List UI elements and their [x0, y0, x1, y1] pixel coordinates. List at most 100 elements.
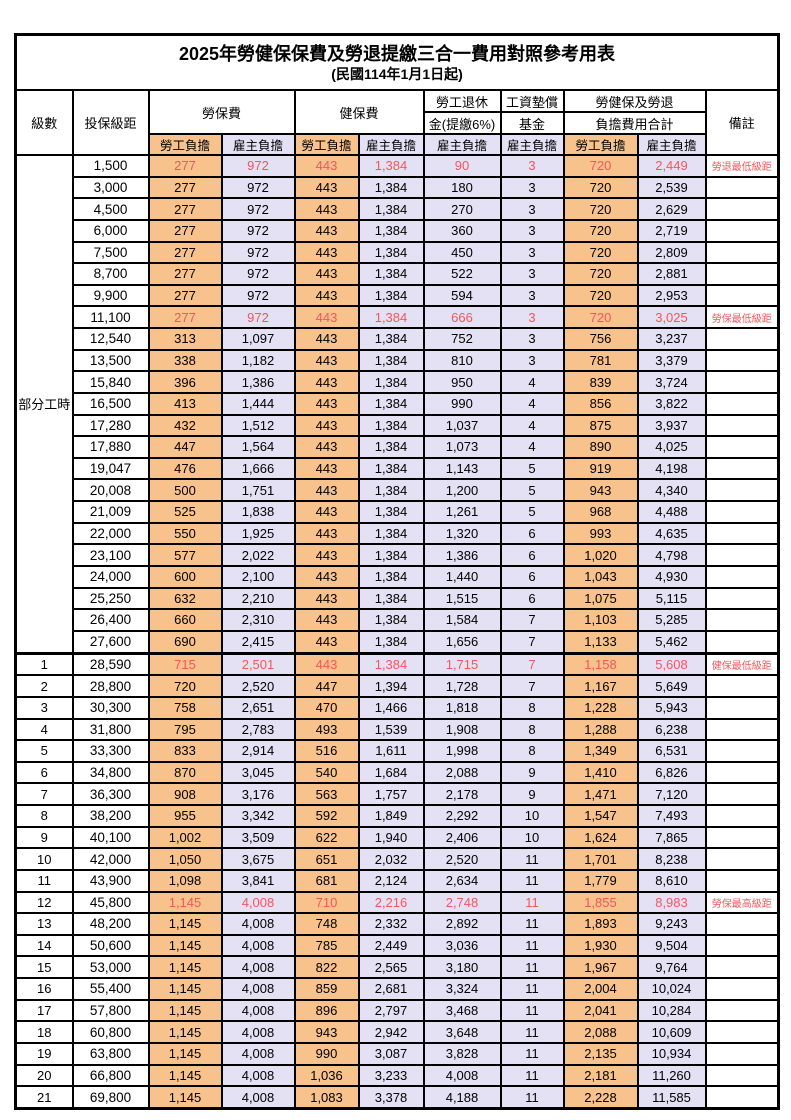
cell-remark: [704, 586, 780, 611]
cell-remark: [704, 695, 780, 720]
cell-wage-fund-employer: 7: [499, 629, 565, 655]
cell-wage-fund-employer: 7: [499, 608, 565, 632]
cell-bracket: 1,500: [71, 154, 150, 178]
cell-level: 14: [14, 933, 74, 958]
cell-labor-employer: 972: [220, 240, 296, 265]
cell-labor-employee: 313: [147, 327, 223, 351]
cell-bracket: 24,000: [71, 564, 150, 589]
cell-labor-employee: 432: [147, 413, 223, 438]
cell-total-employer: 4,340: [636, 478, 707, 502]
cell-wage-fund-employer: 8: [499, 717, 565, 742]
cell-pension-employer: 2,088: [422, 760, 502, 785]
table-row: 26,400 660 2,310 443 1,384 1,584 7 1,103 5,285: [16, 608, 780, 632]
cell-health-employee: 651: [293, 847, 360, 871]
cell-pension-employer: 1,386: [422, 543, 502, 567]
cell-pension-employer: 1,998: [422, 739, 502, 763]
cell-health-employer: 1,384: [357, 586, 425, 611]
cell-total-employee: 1,930: [562, 933, 639, 958]
cell-labor-employer: 4,008: [220, 890, 296, 915]
cell-health-employer: 2,124: [357, 868, 425, 893]
table-row: 21 69,800 1,145 4,008 1,083 3,378 4,188 11 2,228…: [14, 1085, 780, 1110]
cell-level: 1: [14, 651, 74, 677]
cell-pension-employer: 1,073: [422, 435, 502, 459]
cell-labor-employer: 2,415: [220, 629, 296, 655]
cell-pension-employer: 3,180: [422, 955, 502, 979]
cell-remark: [704, 760, 780, 785]
cell-remark: [704, 543, 780, 567]
cell-health-employer: 1,384: [357, 327, 425, 351]
cell-total-employee: 890: [562, 435, 639, 459]
cell-wage-fund-employer: 9: [499, 760, 565, 785]
cell-wage-fund-employer: 3: [499, 154, 565, 178]
table-row: 15 53,000 1,145 4,008 822 2,565 3,180 11 1,967 9,…: [14, 955, 780, 979]
cell-labor-employer: 4,008: [220, 912, 296, 936]
cell-remark: [704, 739, 780, 763]
cell-total-employee: 993: [562, 521, 639, 546]
cell-health-employee: 443: [293, 435, 360, 459]
cell-labor-employer: 2,783: [220, 717, 296, 742]
cell-health-employer: 2,332: [357, 912, 425, 936]
cell-labor-employee: 908: [147, 782, 223, 806]
cell-total-employee: 720: [562, 154, 639, 178]
cell-level: 3: [14, 695, 74, 720]
cell-labor-employee: 1,145: [147, 1085, 223, 1110]
cell-total-employee: 720: [562, 218, 639, 243]
cell-total-employer: 8,983: [636, 890, 707, 915]
cell-total-employer: 3,822: [636, 391, 707, 416]
cell-labor-employer: 1,838: [220, 500, 296, 524]
cell-pension-employer: 1,143: [422, 456, 502, 481]
cell-health-employee: 516: [293, 739, 360, 763]
cell-pension-employer: 2,406: [422, 825, 502, 850]
cell-health-employee: 443: [293, 478, 360, 502]
cell-health-employer: 1,384: [357, 456, 425, 481]
cell-labor-employer: 1,925: [220, 521, 296, 546]
cell-total-employee: 1,133: [562, 629, 639, 655]
cell-labor-employee: 550: [147, 521, 223, 546]
cell-health-employee: 443: [293, 240, 360, 265]
cell-level: 16: [14, 977, 74, 1001]
cell-total-employee: 1,228: [562, 695, 639, 720]
table-row: 4 31,800 795 2,783 493 1,539 1,908 8 1,288 6,238: [14, 717, 780, 742]
cell-total-employee: 720: [562, 197, 639, 221]
header-wage-fund-line1: 工資墊償: [499, 89, 565, 113]
cell-labor-employee: 338: [147, 348, 223, 373]
cell-remark: [704, 456, 780, 481]
table-row: 2 28,800 720 2,520 447 1,394 1,728 7 1,167 5,649: [14, 674, 780, 698]
cell-wage-fund-employer: 6: [499, 586, 565, 611]
header-level: 級數: [14, 89, 74, 156]
cell-labor-employer: 972: [220, 283, 296, 308]
table-row: 13,500 338 1,182 443 1,384 810 3 781 3,379: [16, 348, 780, 373]
cell-health-employer: 1,384: [357, 500, 425, 524]
cell-health-employer: 3,378: [357, 1085, 425, 1110]
table-row: 15,840 396 1,386 443 1,384 950 4 839 3,724: [16, 370, 780, 394]
cell-remark: [704, 262, 780, 286]
cell-wage-fund-employer: 7: [499, 674, 565, 698]
cell-wage-fund-employer: 3: [499, 175, 565, 200]
cell-level: 9: [14, 825, 74, 850]
cell-remark: [704, 955, 780, 979]
part-time-merged-cell: 部分工時: [14, 154, 74, 654]
cell-bracket: 63,800: [71, 1041, 150, 1066]
cell-labor-employee: 1,098: [147, 868, 223, 893]
cell-remark: [704, 348, 780, 373]
cell-health-employer: 3,233: [357, 1063, 425, 1088]
cell-labor-employee: 795: [147, 717, 223, 742]
cell-wage-fund-employer: 11: [499, 868, 565, 893]
cell-total-employer: 7,120: [636, 782, 707, 806]
cell-health-employer: 1,539: [357, 717, 425, 742]
cell-total-employee: 968: [562, 500, 639, 524]
header-health-employer-share: 雇主負擔: [357, 133, 425, 156]
cell-wage-fund-employer: 9: [499, 782, 565, 806]
cell-total-employer: 9,764: [636, 955, 707, 979]
cell-health-employee: 710: [293, 890, 360, 915]
table-row: 部分工時 1,500 277 972 443 1,384 90 3 720 2,449 勞退最低級距: [14, 154, 780, 654]
cell-health-employee: 493: [293, 717, 360, 742]
cell-labor-employer: 2,310: [220, 608, 296, 632]
cell-health-employee: 443: [293, 521, 360, 546]
cell-bracket: 30,300: [71, 695, 150, 720]
cell-total-employer: 5,115: [636, 586, 707, 611]
cell-labor-employee: 955: [147, 804, 223, 828]
cell-labor-employee: 1,145: [147, 998, 223, 1023]
cell-health-employer: 1,384: [357, 478, 425, 502]
cell-total-employer: 3,937: [636, 413, 707, 438]
